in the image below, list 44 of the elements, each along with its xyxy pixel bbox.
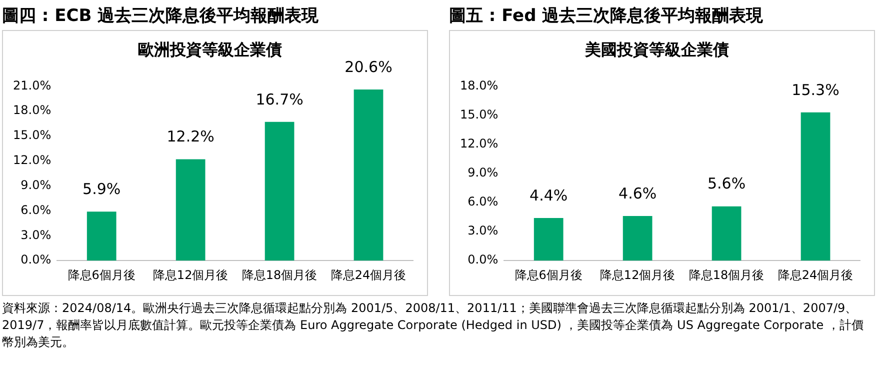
chart-subtitle: 美國投資等級企業債 [584, 40, 729, 59]
data-label: 16.7% [256, 90, 304, 108]
bar [800, 112, 830, 261]
y-tick-label: 12.0% [460, 136, 498, 150]
x-tick-label: 降息6個月後 [68, 268, 136, 282]
bar [622, 216, 652, 261]
bar [354, 90, 384, 261]
y-tick-label: 0.0% [20, 252, 52, 267]
y-tick-label: 18.0% [460, 78, 498, 92]
y-tick-label: 3.0% [468, 224, 498, 238]
bar [534, 218, 564, 261]
data-label: 4.4% [530, 186, 568, 204]
data-label: 4.6% [618, 184, 657, 202]
x-tick-label: 降息24個月後 [778, 268, 854, 282]
bar [712, 206, 742, 261]
chart-subtitle: 歐洲投資等級企業債 [138, 40, 282, 59]
bar [176, 159, 206, 261]
x-tick-label: 降息18個月後 [688, 268, 764, 282]
data-label: 5.9% [82, 180, 121, 198]
y-tick-label: 15.0% [460, 107, 498, 122]
x-tick-label: 降息6個月後 [514, 268, 582, 282]
source-note: 資料來源：2024/08/14。歐洲央行過去三次降息循環起點分別為 2001/5、2008/11、2011/11；美國聯準會過去三次降息循環起點分別為 2001/1、2007/9、2019/7，報酬率皆以月底數值計算。歐元投等企業債為 Euro Aggregate Corporate (Hedged in USD) ，美國投等企業債為 US Aggregate Corporate ，計價幣別為美元。 [2, 300, 864, 351]
y-tick-label: 12.0% [12, 153, 52, 168]
y-tick-label: 3.0% [20, 228, 52, 242]
y-tick-label: 21.0% [12, 78, 52, 92]
data-label: 15.3% [792, 80, 840, 99]
data-label: 5.6% [707, 174, 746, 193]
bar [86, 212, 116, 261]
y-tick-label: 0.0% [468, 252, 498, 267]
data-label: 20.6% [344, 58, 392, 76]
x-tick-label: 降息12個月後 [152, 268, 228, 282]
x-tick-label: 降息12個月後 [600, 268, 676, 282]
x-tick-label: 降息24個月後 [330, 268, 406, 282]
y-tick-label: 6.0% [468, 194, 498, 209]
y-tick-label: 6.0% [20, 202, 52, 217]
chart-title: 圖五 : Fed 過去三次降息後平均報酬表現 [449, 5, 764, 28]
chart-title: 圖四 : ECB 過去三次降息後平均報酬表現 [2, 5, 320, 28]
y-tick-label: 9.0% [20, 178, 52, 192]
y-tick-label: 15.0% [12, 128, 52, 142]
y-tick-label: 9.0% [468, 166, 498, 180]
bar [264, 122, 294, 261]
data-label: 12.2% [166, 128, 214, 146]
x-tick-label: 降息18個月後 [242, 268, 318, 282]
y-tick-label: 18.0% [12, 103, 52, 118]
